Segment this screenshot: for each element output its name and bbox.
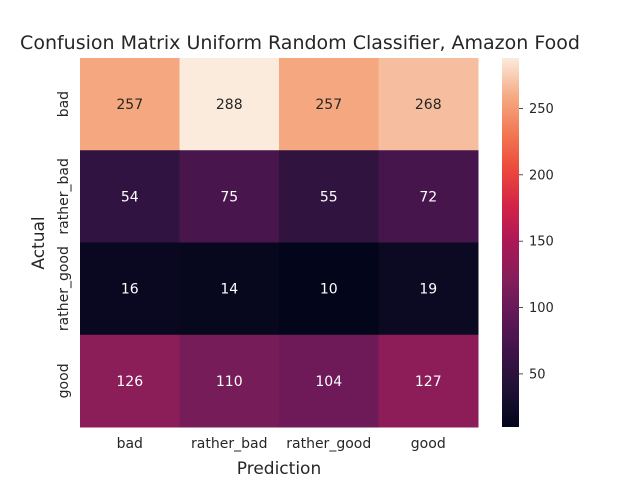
heatmap-cell (378, 242, 479, 336)
y-tick-label: rather_good (56, 246, 72, 331)
colorbar-tick-label: 150 (529, 235, 554, 250)
cell-value-label: 72 (419, 189, 437, 205)
colorbar-ticks: 50 100 150 200 250 (519, 102, 554, 382)
colorbar-tick-label: 200 (529, 168, 554, 183)
heatmap-cell-labels: 257 288 257 268 54 75 55 72 16 14 10 19 126 110 104 127 (116, 97, 441, 390)
cell-value-label: 54 (121, 189, 139, 205)
colorbar-tick-label: 100 (529, 301, 554, 316)
heatmap-cell (378, 58, 479, 151)
heatmap-cell (378, 334, 479, 428)
cell-value-label: 75 (220, 189, 238, 205)
chart-title: Confusion Matrix Uniform Random Classifi… (20, 32, 580, 54)
cell-value-label: 257 (315, 97, 342, 113)
cell-value-label: 257 (116, 97, 143, 113)
heatmap-cell (378, 150, 479, 243)
heatmap-cell (179, 150, 280, 243)
colorbar-tick-label: 250 (529, 102, 554, 117)
heatmap-cell (80, 150, 180, 243)
colorbar-scale (502, 58, 519, 427)
x-tick-label: good (411, 436, 446, 452)
heatmap-cell (279, 334, 379, 428)
cell-value-label: 126 (116, 374, 143, 390)
cell-value-label: 14 (220, 282, 238, 298)
heatmap-cell (179, 58, 280, 151)
heatmap-cell (279, 58, 379, 151)
cell-value-label: 110 (216, 374, 243, 390)
y-tick-label: good (56, 363, 72, 398)
heatmap-cell (279, 242, 379, 336)
x-tick-label: bad (117, 436, 143, 452)
colorbar-tick-label: 50 (529, 367, 546, 382)
heatmap-cell (279, 150, 379, 243)
cell-value-label: 288 (216, 97, 243, 113)
x-axis-ticks: bad rather_bad rather_good good (117, 436, 446, 452)
x-axis-label: Prediction (237, 459, 321, 479)
heatmap-cells (80, 58, 479, 428)
heatmap-cell (80, 58, 180, 151)
y-axis-label: Actual (29, 216, 49, 269)
cell-value-label: 19 (419, 282, 437, 298)
heatmap-cell (179, 334, 280, 428)
cell-value-label: 104 (315, 374, 342, 390)
heatmap-cell (80, 242, 180, 336)
heatmap-cell (179, 242, 280, 336)
x-tick-label: rather_good (286, 436, 371, 452)
cell-value-label: 16 (121, 282, 139, 298)
cell-value-label: 10 (320, 282, 338, 298)
cell-value-label: 268 (415, 97, 442, 113)
y-tick-label: rather_bad (56, 158, 72, 234)
cell-value-label: 127 (415, 374, 442, 390)
colorbar (502, 58, 519, 427)
cell-value-label: 55 (320, 189, 338, 205)
y-tick-label: bad (56, 91, 72, 117)
heatmap-cell (80, 334, 180, 428)
x-tick-label: rather_bad (191, 436, 267, 452)
